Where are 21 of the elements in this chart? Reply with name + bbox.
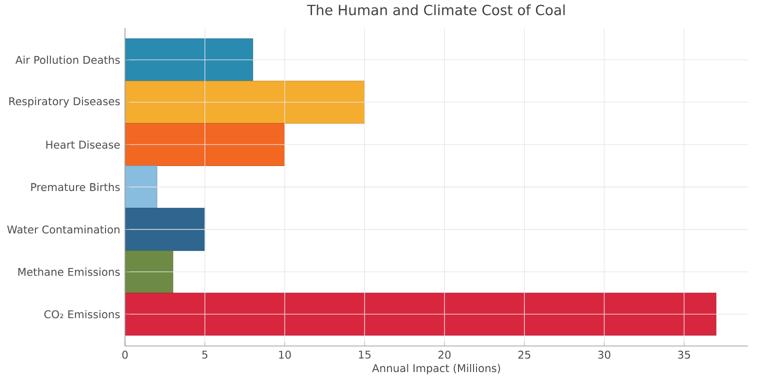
bar bbox=[124, 166, 158, 208]
x-tick-label: 20 bbox=[438, 350, 451, 359]
x-tick-label: 15 bbox=[359, 350, 370, 359]
x-tick-label: 25 bbox=[518, 350, 530, 359]
y-tick-label: Heart Disease bbox=[46, 140, 120, 149]
bar bbox=[124, 80, 365, 124]
x-axis-title: Annual Impact (Millions) bbox=[372, 364, 500, 374]
bar bbox=[124, 208, 206, 251]
y-tick-label: Respiratory Diseases bbox=[9, 97, 120, 108]
y-tick-label: Air Pollution Deaths bbox=[15, 56, 120, 64]
y-tick-label: Water Contamination bbox=[7, 225, 120, 234]
y-tick-label: Methane Emissions bbox=[18, 268, 120, 276]
x-tick-label: 5 bbox=[202, 350, 208, 359]
y-tick-label: Premature Births bbox=[31, 182, 120, 192]
x-tick-label: 0 bbox=[122, 350, 128, 359]
x-tick-label: 10 bbox=[279, 350, 291, 359]
x-tick-label: 35 bbox=[678, 350, 690, 359]
chart-title: The Human and Climate Cost of Coal bbox=[307, 4, 565, 16]
y-tick-label: CO₂ Emissions bbox=[44, 310, 120, 318]
x-tick-label: 30 bbox=[598, 350, 610, 359]
bar bbox=[124, 292, 716, 336]
